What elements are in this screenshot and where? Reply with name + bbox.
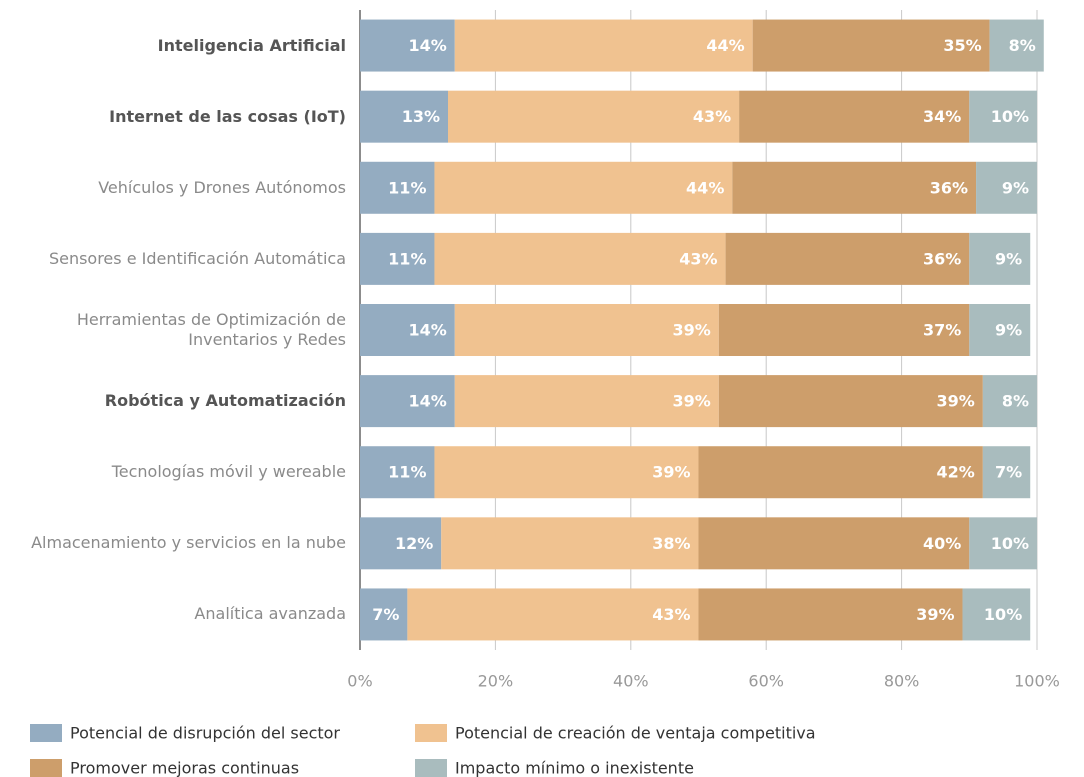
bar-segment <box>434 446 699 499</box>
data-label: 40% <box>923 534 961 553</box>
data-label: 43% <box>652 605 690 624</box>
data-label: 44% <box>686 178 724 197</box>
bar-segment <box>360 90 449 143</box>
data-label: 34% <box>923 107 961 126</box>
bar-segment <box>739 90 970 143</box>
data-label: 8% <box>1009 36 1036 55</box>
data-label: 9% <box>995 249 1022 268</box>
data-label: 36% <box>930 178 968 197</box>
bar-segment <box>969 517 1037 570</box>
data-label: 9% <box>1002 178 1029 197</box>
x-tick-label: 20% <box>478 672 514 691</box>
bar-segment <box>976 161 1037 214</box>
bar-segment <box>969 90 1037 143</box>
bar-segment <box>969 232 1031 285</box>
x-tick-label: 40% <box>613 672 649 691</box>
bar-segment <box>434 161 733 214</box>
bar-segment <box>718 375 983 428</box>
bar-segment <box>989 19 1044 72</box>
bar-segment <box>962 588 1031 641</box>
data-label: 43% <box>693 107 731 126</box>
legend-swatch <box>30 759 62 777</box>
data-label: 39% <box>916 605 954 624</box>
bar-segment <box>360 588 408 641</box>
data-label: 9% <box>995 321 1022 340</box>
bar-segment <box>725 232 970 285</box>
bar-segment <box>360 161 435 214</box>
y-tick-label: Vehículos y Drones Autónomos <box>98 177 346 197</box>
bar-segment <box>752 19 990 72</box>
x-tick-label: 0% <box>347 672 372 691</box>
data-label: 44% <box>706 36 744 55</box>
y-tick-label: Almacenamiento y servicios en la nube <box>31 533 346 553</box>
bar-segment <box>434 232 726 285</box>
bar-segment <box>454 304 719 356</box>
data-label: 39% <box>652 463 690 482</box>
data-label: 12% <box>395 534 433 553</box>
data-label: 11% <box>388 178 426 197</box>
data-label: 39% <box>937 392 975 411</box>
x-tick-label: 60% <box>748 672 784 691</box>
bar-segment <box>360 304 455 356</box>
data-label: 14% <box>408 321 446 340</box>
y-tick-label: Inteligencia Artificial <box>157 35 346 55</box>
legend-label: Potencial de disrupción del sector <box>70 724 340 743</box>
y-tick-label: Analítica avanzada <box>194 604 346 624</box>
y-tick-label: Herramientas de Optimización de Inventar… <box>76 310 346 349</box>
bar-segment <box>718 304 970 356</box>
bar-segment <box>698 446 983 499</box>
data-label: 39% <box>673 392 711 411</box>
x-tick-label: 100% <box>1014 672 1060 691</box>
data-label: 13% <box>402 107 440 126</box>
x-tick-label: 80% <box>884 672 920 691</box>
data-label: 10% <box>991 534 1029 553</box>
data-label: 10% <box>984 605 1022 624</box>
bar-segment <box>360 19 455 72</box>
data-label: 43% <box>679 249 717 268</box>
data-label: 11% <box>388 463 426 482</box>
bar-segment <box>360 446 435 499</box>
data-label: 36% <box>923 249 961 268</box>
legend-label: Impacto mínimo o inexistente <box>455 759 694 777</box>
legend-label: Promover mejoras continuas <box>70 759 299 777</box>
data-label: 7% <box>372 605 399 624</box>
bar-segment <box>360 517 442 570</box>
bar-segment <box>982 446 1031 499</box>
data-label: 38% <box>652 534 690 553</box>
bar-segment <box>969 304 1031 356</box>
bar-segment <box>441 517 699 570</box>
data-label: 10% <box>991 107 1029 126</box>
y-tick-label: Sensores e Identificación Automática <box>48 248 346 268</box>
y-tick-label: Robótica y Automatización <box>104 391 346 411</box>
legend-swatch <box>415 759 447 777</box>
bar-segment <box>732 161 977 214</box>
legend-swatch <box>30 724 62 742</box>
data-label: 11% <box>388 249 426 268</box>
data-label: 14% <box>408 36 446 55</box>
bar-segment <box>360 375 455 428</box>
legend-swatch <box>415 724 447 742</box>
bar-segment <box>448 90 740 143</box>
data-label: 8% <box>1002 392 1029 411</box>
bar-segment <box>454 19 753 72</box>
legend-label: Potencial de creación de ventaja competi… <box>455 724 816 743</box>
data-label: 14% <box>408 392 446 411</box>
bar-segment <box>360 232 435 285</box>
y-tick-label: Internet de las cosas (IoT) <box>109 106 346 126</box>
data-label: 39% <box>673 321 711 340</box>
bar-segment <box>698 588 963 641</box>
bar-segment <box>982 375 1037 428</box>
bar-segment <box>407 588 699 641</box>
data-label: 7% <box>995 463 1022 482</box>
y-tick-label: Tecnologías móvil y wereable <box>111 462 346 482</box>
data-label: 37% <box>923 321 961 340</box>
data-label: 42% <box>937 463 975 482</box>
bar-segment <box>454 375 719 428</box>
bar-segment <box>698 517 970 570</box>
data-label: 35% <box>943 36 981 55</box>
